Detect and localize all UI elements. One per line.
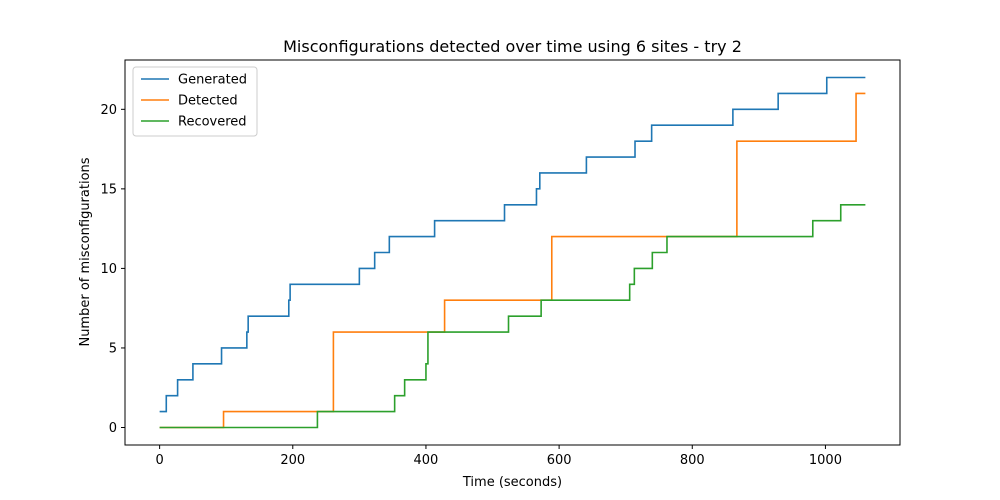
x-tick-label: 1000 (809, 453, 842, 468)
y-tick-label: 15 (100, 182, 117, 197)
plot-frame (124, 59, 901, 446)
x-axis: 0 200 400 600 800 1000 (155, 445, 842, 468)
legend-label-detected: Detected (178, 94, 238, 109)
y-axis-title: Number of misconfigurations (78, 157, 93, 346)
legend-label-recovered: Recovered (178, 115, 247, 130)
x-tick-label: 800 (680, 453, 705, 468)
legend-box (132, 66, 258, 137)
chart-title: Misconfigurations detected over time usi… (283, 37, 742, 56)
x-tick-label: 200 (280, 453, 305, 468)
x-tick-label: 400 (414, 453, 439, 468)
legend-label-generated: Generated (178, 73, 247, 88)
y-tick-label: 5 (109, 341, 117, 356)
y-axis: 0 5 10 15 20 (100, 103, 125, 436)
y-tick-label: 0 (109, 421, 117, 436)
plot-area (124, 59, 901, 446)
x-tick-label: 0 (155, 453, 163, 468)
y-tick-label: 20 (100, 103, 117, 118)
x-tick-label: 600 (547, 453, 572, 468)
series-layer (159, 76, 866, 429)
series-line-generated (159, 76, 866, 413)
series-line-recovered (159, 203, 866, 429)
legend: Generated Detected Recovered (132, 66, 258, 137)
x-axis-title: Time (seconds) (462, 475, 562, 490)
y-tick-label: 10 (100, 262, 117, 277)
series-line-detected (159, 92, 866, 429)
